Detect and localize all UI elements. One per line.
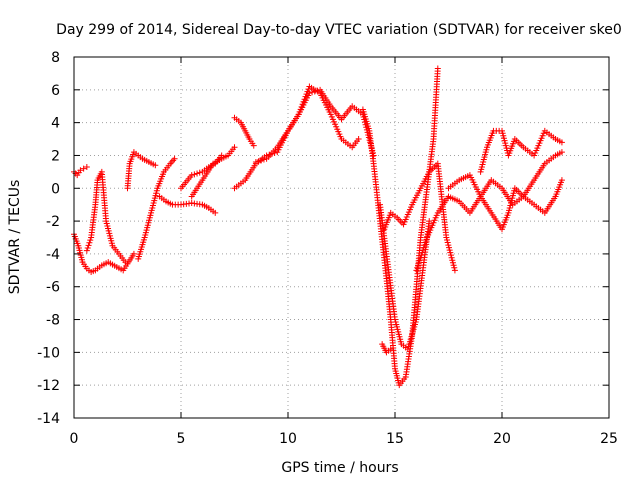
- data-point: [446, 247, 453, 254]
- data-point: [84, 245, 91, 252]
- data-point: [445, 244, 452, 251]
- y-tick-label: -10: [37, 345, 60, 361]
- data-marks: [71, 65, 565, 389]
- data-point: [130, 250, 137, 257]
- y-axis-label: SDTVAR / TECUs: [7, 180, 23, 295]
- data-point: [451, 264, 458, 271]
- data-point: [250, 142, 257, 149]
- data-point: [423, 237, 430, 244]
- data-point: [416, 257, 423, 264]
- data-point: [311, 88, 318, 95]
- y-tick-label: -4: [46, 247, 60, 263]
- data-point: [414, 264, 421, 271]
- data-point: [258, 157, 265, 164]
- data-point: [558, 139, 565, 146]
- y-tick-label: -8: [46, 313, 60, 329]
- y-tick-label: 4: [51, 116, 60, 132]
- y-tick-label: -14: [37, 411, 60, 427]
- data-point: [122, 259, 129, 266]
- data-point: [212, 209, 219, 216]
- data-point: [422, 239, 429, 246]
- x-axis-label: GPS time / hours: [281, 460, 398, 476]
- data-point: [418, 252, 425, 259]
- plot-frame: [73, 56, 610, 419]
- y-tick-label: -2: [46, 214, 60, 230]
- data-point: [449, 257, 456, 264]
- y-tick-label: 8: [51, 50, 60, 66]
- x-tick-label: 20: [493, 431, 511, 447]
- x-tick-label: 15: [386, 431, 404, 447]
- y-tick-label: 6: [51, 83, 60, 99]
- x-tick-label: 0: [70, 431, 79, 447]
- data-point: [83, 163, 90, 170]
- data-point: [448, 254, 455, 261]
- data-point: [355, 136, 362, 143]
- data-point: [77, 167, 84, 174]
- x-tick-label: 25: [600, 431, 618, 447]
- data-point: [443, 234, 450, 241]
- data-point: [191, 171, 198, 178]
- data-point: [444, 237, 451, 244]
- y-tick-label: -6: [46, 280, 60, 296]
- data-point: [449, 259, 456, 266]
- data-point: [188, 172, 195, 179]
- data-point: [419, 247, 426, 254]
- data-point: [444, 239, 451, 246]
- y-tick-label: 2: [51, 148, 60, 164]
- data-point: [447, 252, 454, 259]
- data-point: [420, 244, 427, 251]
- x-tick-label: 5: [177, 431, 186, 447]
- data-point: [309, 89, 316, 96]
- data-point: [306, 90, 313, 97]
- data-point: [231, 144, 238, 151]
- data-point: [417, 254, 424, 261]
- data-point: [415, 259, 422, 266]
- data-point: [80, 165, 87, 172]
- data-point: [434, 65, 441, 72]
- data-point: [447, 249, 454, 256]
- y-tick-label: 0: [51, 181, 60, 197]
- ticks: 0 5 10 15 20 25 -14 -12 -10 -8 -6 -4 -2 0 2 4 6 8: [37, 50, 618, 447]
- data-point: [387, 346, 394, 353]
- data-point: [194, 170, 201, 177]
- y-tick-label: -12: [37, 378, 60, 394]
- grid: [74, 57, 609, 418]
- data-point: [196, 169, 203, 176]
- data-point: [87, 237, 94, 244]
- data-point: [450, 262, 457, 269]
- x-tick-label: 10: [279, 431, 297, 447]
- data-point: [426, 218, 433, 225]
- data-point: [415, 262, 422, 269]
- data-point: [252, 159, 259, 166]
- data-point: [451, 267, 458, 274]
- chart-title: Day 299 of 2014, Sidereal Day-to-day VTE…: [56, 22, 622, 38]
- data-point: [85, 242, 92, 249]
- data-point: [171, 155, 178, 162]
- data-point: [152, 162, 159, 169]
- data-point: [83, 247, 90, 254]
- data-point: [413, 267, 420, 274]
- data-point: [86, 239, 93, 246]
- data-point: [419, 249, 426, 256]
- data-point: [260, 156, 267, 163]
- data-point: [558, 177, 565, 184]
- data-point: [255, 158, 262, 165]
- data-point: [305, 86, 312, 93]
- data-point: [445, 242, 452, 249]
- data-point: [558, 149, 565, 156]
- data-point: [421, 242, 428, 249]
- data-point: [314, 87, 321, 94]
